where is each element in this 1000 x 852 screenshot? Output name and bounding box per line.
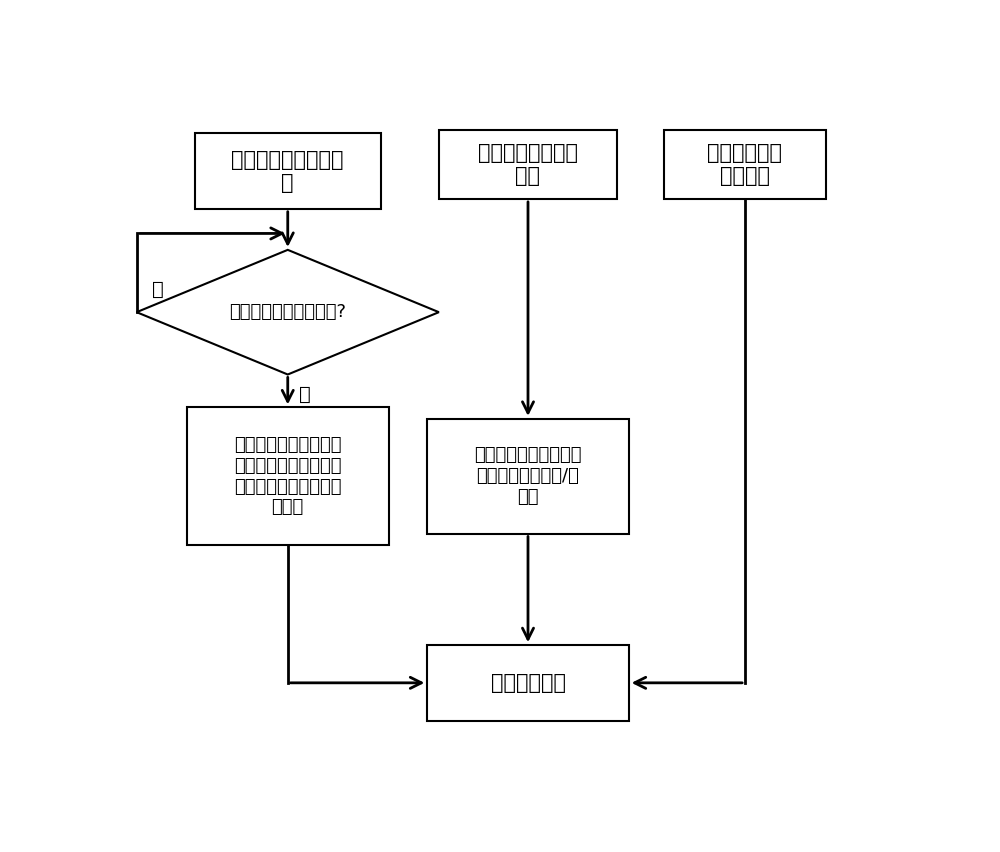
Bar — [664, 130, 826, 199]
Bar — [427, 419, 629, 533]
Text: 开始计算各机组的一次
调频指标（实际贡献电
量、理论贡献电量、贡
献比）: 开始计算各机组的一次 调频指标（实际贡献电 量、理论贡献电量、贡 献比） — [234, 436, 342, 516]
Text: 机组一次调频配置参
数: 机组一次调频配置参 数 — [232, 149, 344, 193]
Text: 是否满足一次调频条件?: 是否满足一次调频条件? — [229, 303, 346, 321]
Bar — [187, 407, 388, 545]
Text: 开始统计各机组的并网
时间和一次调频投/退
时间: 开始统计各机组的并网 时间和一次调频投/退 时间 — [474, 446, 582, 506]
Text: 机组运行时间统计
参数: 机组运行时间统计 参数 — [478, 143, 578, 187]
Bar — [439, 130, 617, 199]
Text: 是: 是 — [299, 384, 311, 404]
Text: 人机界面展示: 人机界面展示 — [490, 673, 566, 693]
Polygon shape — [137, 250, 439, 375]
Bar — [195, 134, 381, 209]
Text: 机组一次调频
考核参数: 机组一次调频 考核参数 — [708, 143, 782, 187]
Bar — [427, 645, 629, 721]
Text: 否: 否 — [152, 279, 164, 299]
